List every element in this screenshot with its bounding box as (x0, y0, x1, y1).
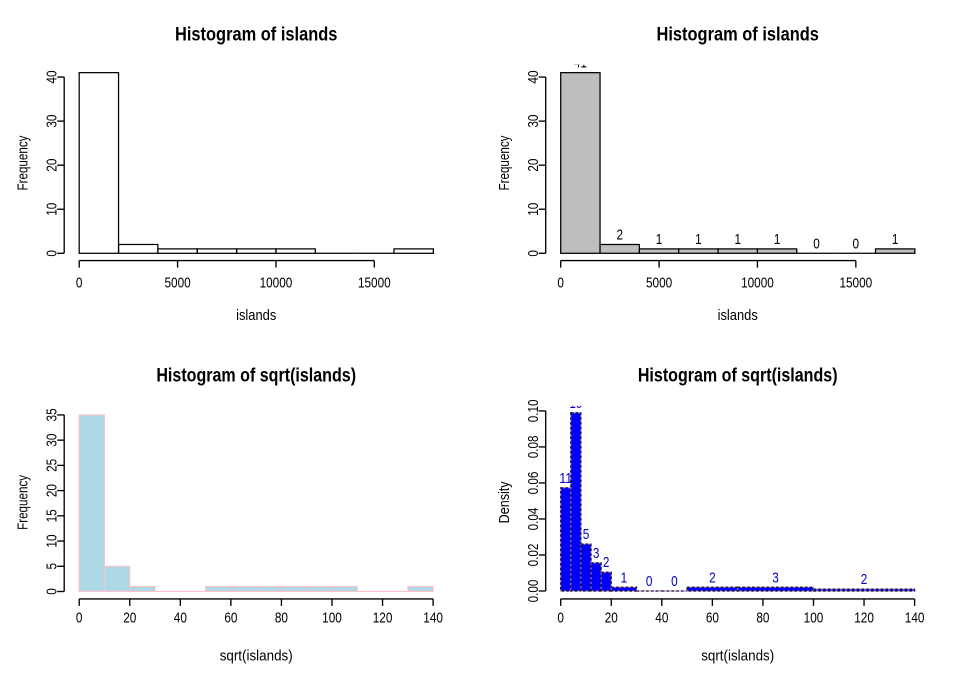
svg-text:5: 5 (44, 563, 61, 570)
svg-text:25: 25 (44, 459, 61, 472)
svg-text:10: 10 (44, 203, 61, 216)
svg-text:islands: islands (236, 307, 276, 324)
svg-text:40: 40 (174, 610, 187, 627)
svg-text:2: 2 (616, 226, 623, 243)
svg-text:0: 0 (525, 250, 542, 257)
svg-text:Histogram of sqrt(islands): Histogram of sqrt(islands) (156, 364, 356, 386)
svg-text:0: 0 (671, 573, 678, 590)
svg-text:80: 80 (275, 610, 288, 627)
svg-text:40: 40 (44, 71, 61, 84)
svg-text:15000: 15000 (358, 275, 391, 292)
svg-text:15000: 15000 (839, 275, 872, 292)
svg-text:5000: 5000 (646, 275, 672, 292)
svg-text:0: 0 (44, 588, 61, 595)
svg-text:35: 35 (44, 408, 61, 421)
svg-text:0: 0 (557, 610, 564, 627)
svg-text:20: 20 (123, 610, 136, 627)
svg-text:20: 20 (44, 484, 61, 497)
svg-text:30: 30 (44, 115, 61, 128)
svg-text:41: 41 (574, 55, 587, 72)
svg-text:0.04: 0.04 (525, 508, 542, 531)
svg-text:20: 20 (525, 159, 542, 172)
svg-text:Frequency: Frequency (15, 135, 32, 190)
svg-text:Histogram of sqrt(islands): Histogram of sqrt(islands) (638, 364, 838, 386)
svg-text:15: 15 (44, 509, 61, 522)
svg-text:sqrt(islands): sqrt(islands) (701, 647, 774, 664)
svg-text:120: 120 (373, 610, 393, 627)
svg-text:2: 2 (709, 569, 716, 586)
svg-text:40: 40 (655, 610, 668, 627)
svg-text:3: 3 (593, 545, 600, 562)
svg-text:1: 1 (892, 231, 899, 248)
svg-text:10000: 10000 (260, 275, 293, 292)
svg-text:1: 1 (656, 231, 663, 248)
svg-text:1: 1 (735, 231, 742, 248)
svg-text:0: 0 (646, 573, 653, 590)
svg-text:0: 0 (76, 275, 83, 292)
svg-text:Frequency: Frequency (15, 475, 32, 530)
svg-text:0.10: 0.10 (525, 400, 542, 423)
svg-text:1: 1 (774, 231, 781, 248)
svg-text:10: 10 (525, 203, 542, 216)
svg-text:140: 140 (423, 610, 443, 627)
svg-text:0: 0 (44, 250, 61, 257)
svg-text:19: 19 (569, 395, 582, 412)
svg-text:11: 11 (559, 470, 572, 487)
svg-text:1: 1 (695, 231, 702, 248)
svg-text:0: 0 (76, 610, 83, 627)
svg-text:20: 20 (44, 159, 61, 172)
svg-text:2: 2 (861, 571, 868, 588)
svg-text:0.08: 0.08 (525, 436, 542, 459)
svg-text:100: 100 (322, 610, 342, 627)
svg-text:30: 30 (44, 434, 61, 447)
svg-text:80: 80 (756, 610, 769, 627)
svg-text:Density: Density (496, 481, 513, 523)
svg-text:10000: 10000 (741, 275, 774, 292)
svg-text:0.00: 0.00 (525, 580, 542, 603)
svg-text:0.06: 0.06 (525, 472, 542, 495)
svg-text:120: 120 (854, 610, 874, 627)
svg-text:Histogram of islands: Histogram of islands (657, 24, 820, 46)
svg-text:5: 5 (583, 526, 590, 543)
svg-text:Frequency: Frequency (496, 135, 513, 190)
svg-text:0.02: 0.02 (525, 544, 542, 567)
svg-text:10: 10 (44, 535, 61, 548)
svg-text:2: 2 (603, 554, 610, 571)
svg-text:60: 60 (224, 610, 237, 627)
svg-text:0: 0 (813, 235, 820, 252)
svg-text:40: 40 (525, 71, 542, 84)
svg-text:3: 3 (772, 569, 779, 586)
svg-text:140: 140 (905, 610, 925, 627)
svg-text:Histogram of islands: Histogram of islands (175, 24, 338, 46)
svg-text:5000: 5000 (164, 275, 190, 292)
svg-text:sqrt(islands): sqrt(islands) (220, 647, 293, 664)
svg-text:20: 20 (605, 610, 618, 627)
svg-text:100: 100 (804, 610, 824, 627)
svg-text:1: 1 (621, 569, 628, 586)
svg-text:0: 0 (557, 275, 564, 292)
svg-text:islands: islands (718, 307, 758, 324)
svg-text:30: 30 (525, 115, 542, 128)
svg-text:60: 60 (706, 610, 719, 627)
svg-text:0: 0 (853, 235, 860, 252)
